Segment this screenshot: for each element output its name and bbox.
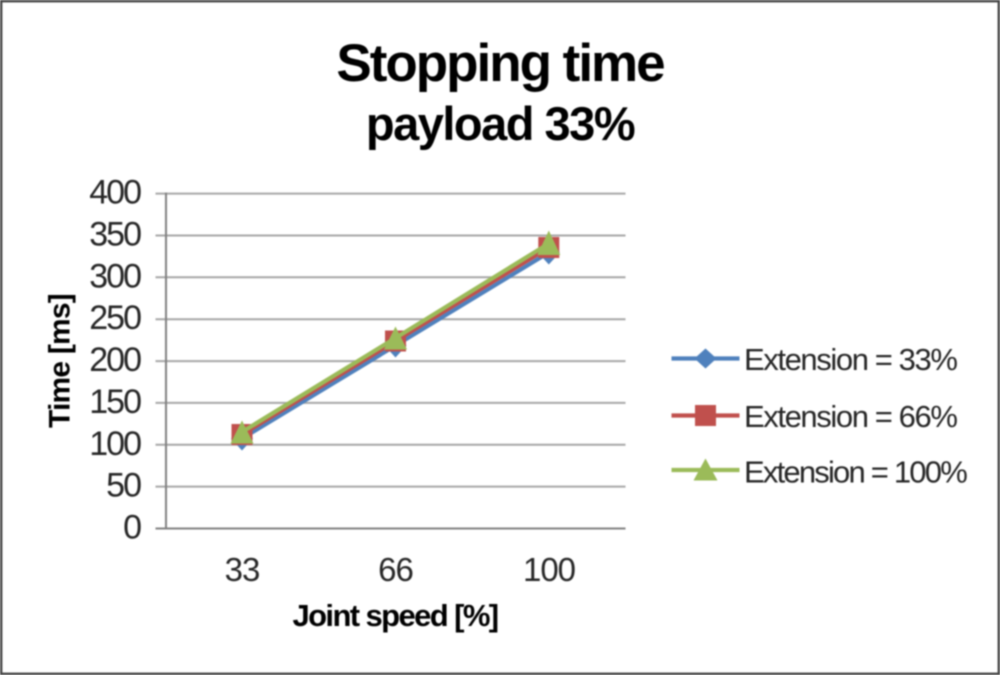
svg-text:200: 200 — [89, 341, 141, 379]
svg-text:Stopping time: Stopping time — [336, 34, 664, 93]
svg-text:300: 300 — [89, 257, 141, 295]
svg-text:350: 350 — [89, 216, 141, 254]
svg-text:150: 150 — [89, 383, 141, 421]
svg-text:0: 0 — [123, 509, 141, 547]
svg-text:Joint speed [%]: Joint speed [%] — [292, 598, 497, 633]
svg-text:Extension = 100%: Extension = 100% — [744, 455, 967, 490]
svg-text:50: 50 — [106, 467, 141, 505]
svg-text:250: 250 — [89, 299, 141, 337]
svg-text:100: 100 — [89, 425, 141, 463]
svg-text:66: 66 — [378, 551, 413, 588]
svg-text:33: 33 — [225, 551, 260, 588]
svg-text:Extension = 33%: Extension = 33% — [744, 342, 957, 377]
svg-text:100: 100 — [523, 551, 576, 588]
svg-text:Extension = 66%: Extension = 66% — [744, 399, 957, 434]
svg-text:payload 33%: payload 33% — [366, 97, 635, 150]
svg-text:Time [ms]: Time [ms] — [44, 294, 77, 428]
svg-text:400: 400 — [89, 174, 141, 212]
